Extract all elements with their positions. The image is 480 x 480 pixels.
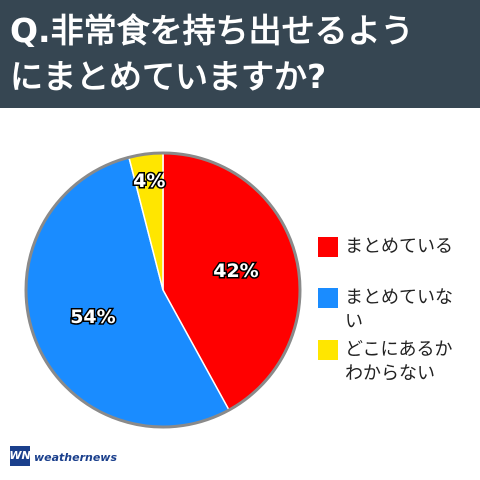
- legend-label: まとめていない: [345, 287, 453, 332]
- legend-swatch: [318, 237, 338, 257]
- chart-title: にまとめていますか?: [10, 57, 326, 96]
- legend-swatch: [318, 340, 338, 360]
- value-label: 4%: [133, 170, 165, 192]
- legend-swatch: [318, 288, 338, 308]
- value-label: 42%: [213, 260, 258, 282]
- legend-label: どこにあるかわからない: [345, 339, 453, 384]
- value-label: 54%: [70, 306, 115, 328]
- legend-label: まとめている: [345, 236, 453, 257]
- pie-border: [24, 151, 302, 429]
- header: [0, 0, 480, 108]
- chart-title: Q.非常食を持ち出せるよう: [10, 11, 414, 50]
- logo-text: weathernews: [34, 451, 117, 464]
- logo-mark: WN: [9, 449, 30, 462]
- logo-box: [10, 446, 30, 466]
